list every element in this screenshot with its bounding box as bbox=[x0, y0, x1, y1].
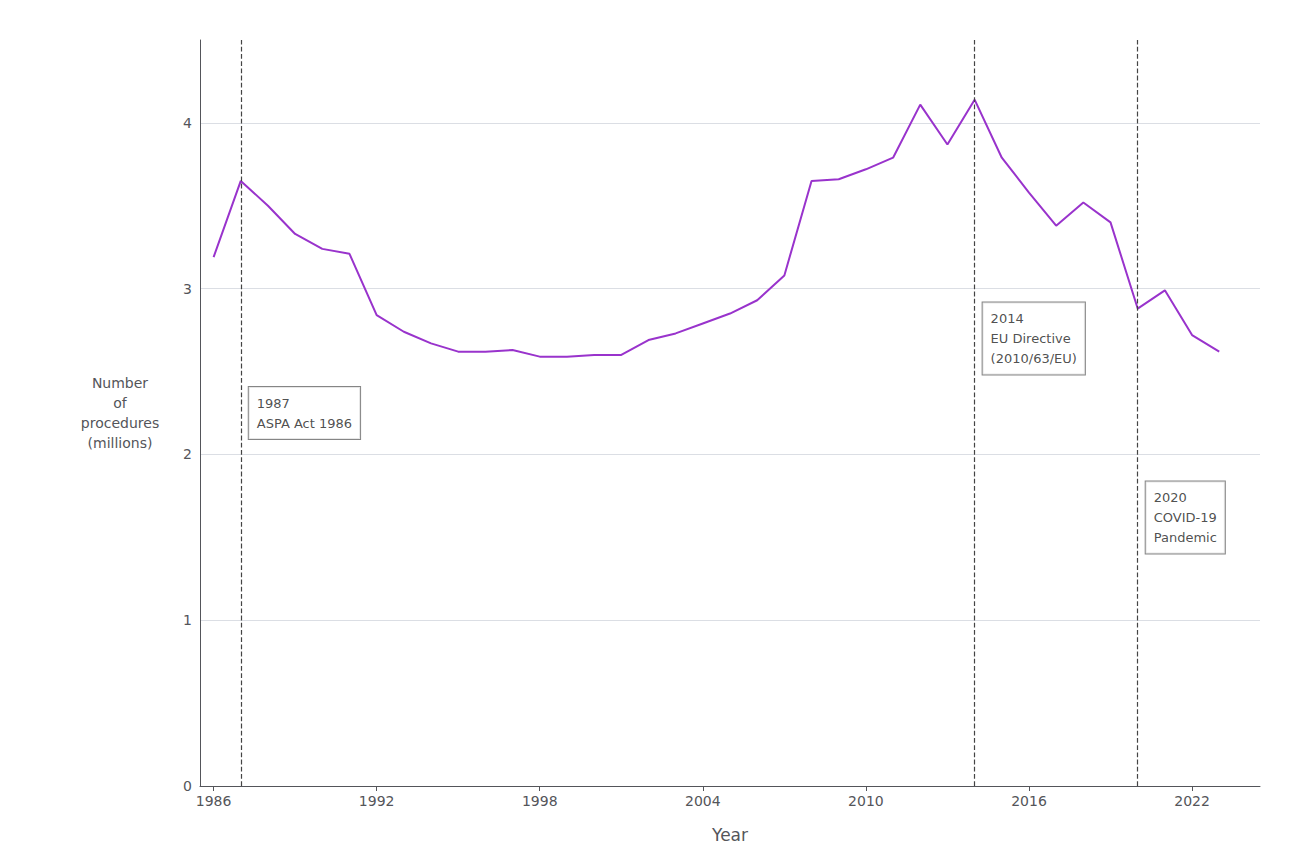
svg-text:2004: 2004 bbox=[685, 793, 721, 809]
svg-text:1998: 1998 bbox=[522, 793, 558, 809]
svg-text:of: of bbox=[113, 395, 128, 411]
svg-text:(millions): (millions) bbox=[88, 435, 153, 451]
svg-text:4: 4 bbox=[183, 115, 192, 131]
svg-text:1987: 1987 bbox=[257, 396, 290, 411]
svg-text:COVID-19: COVID-19 bbox=[1154, 510, 1217, 525]
svg-text:2010: 2010 bbox=[848, 793, 884, 809]
svg-text:Number: Number bbox=[92, 375, 148, 391]
svg-text:(2010/63/EU): (2010/63/EU) bbox=[991, 351, 1077, 366]
svg-text:2: 2 bbox=[183, 446, 192, 462]
svg-text:2014: 2014 bbox=[991, 311, 1024, 326]
svg-text:EU Directive: EU Directive bbox=[991, 331, 1071, 346]
svg-text:ASPA Act 1986: ASPA Act 1986 bbox=[257, 416, 352, 431]
svg-text:0: 0 bbox=[183, 778, 192, 794]
svg-text:2016: 2016 bbox=[1011, 793, 1047, 809]
svg-text:Year: Year bbox=[711, 825, 748, 845]
svg-text:Pandemic: Pandemic bbox=[1154, 530, 1217, 545]
svg-text:1992: 1992 bbox=[359, 793, 395, 809]
svg-text:procedures: procedures bbox=[81, 415, 159, 431]
svg-text:1986: 1986 bbox=[196, 793, 232, 809]
svg-text:3: 3 bbox=[183, 281, 192, 297]
svg-text:2022: 2022 bbox=[1174, 793, 1210, 809]
svg-text:1: 1 bbox=[183, 612, 192, 628]
svg-text:2020: 2020 bbox=[1154, 490, 1187, 505]
